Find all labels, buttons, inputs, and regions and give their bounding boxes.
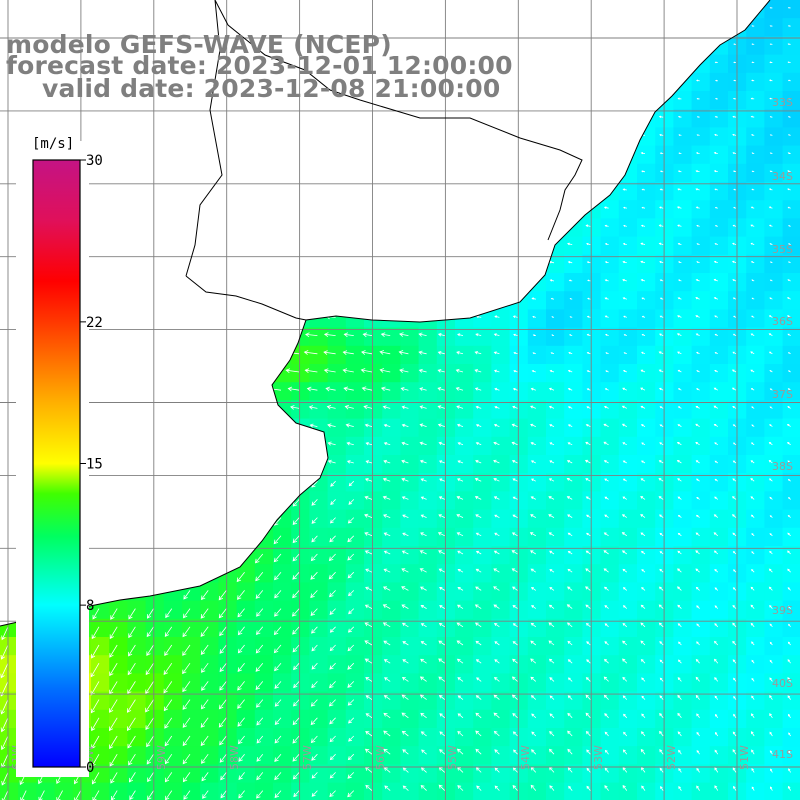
lat-label-33s: 33S bbox=[772, 96, 793, 109]
lon-label-54w: 54W bbox=[519, 745, 532, 770]
wind-arrows bbox=[0, 7, 791, 800]
grid-labels: 61W 60W 59W 58W 57W 56W 55W 54W 53W 52W … bbox=[10, 96, 793, 770]
lat-label-35s: 35S bbox=[772, 243, 793, 256]
valid-date: valid date: 2023-12-08 21:00:00 bbox=[42, 74, 501, 103]
lat-label-38s: 38S bbox=[772, 460, 793, 473]
model-title: modelo GEFS-WAVE (NCEP) bbox=[6, 30, 392, 59]
country-border bbox=[185, 0, 583, 277]
colorbar-tick-label: 8 bbox=[86, 598, 94, 614]
lon-label-53w: 53W bbox=[592, 745, 605, 770]
lon-label-58w: 58W bbox=[228, 745, 241, 770]
lat-label-39s: 39S bbox=[772, 604, 793, 617]
forecast-date: forecast date: 2023-12-01 12:00:00 bbox=[6, 51, 513, 80]
colorbar: [m/s] 30 22 15 8 0 bbox=[16, 136, 103, 777]
colorbar-tick-label: 15 bbox=[86, 457, 103, 473]
colorbar-ticks: 30 22 15 8 0 bbox=[80, 153, 103, 776]
coastline bbox=[0, 0, 771, 627]
lon-label-59w: 59W bbox=[155, 745, 168, 770]
lat-label-34s: 34S bbox=[772, 170, 793, 183]
lon-label-55w: 55W bbox=[446, 745, 459, 770]
lat-label-40s: 40S bbox=[772, 677, 793, 690]
colorbar-unit: [m/s] bbox=[32, 136, 74, 152]
land-mass bbox=[0, 0, 770, 626]
lon-label-52w: 52W bbox=[665, 745, 678, 770]
lon-label-56w: 56W bbox=[374, 745, 387, 770]
lat-label-37s: 37S bbox=[772, 388, 793, 401]
colorbar-tick-label: 0 bbox=[86, 760, 94, 776]
colorbar-gradient bbox=[32, 159, 81, 768]
lat-label-36s: 36S bbox=[772, 315, 793, 328]
lon-label-51w: 51W bbox=[738, 745, 751, 770]
lon-label-57w: 57W bbox=[301, 745, 314, 770]
colorbar-tick-label: 22 bbox=[86, 315, 103, 331]
colorbar-tick-label: 30 bbox=[86, 153, 103, 169]
lat-label-41s: 41S bbox=[772, 748, 793, 761]
